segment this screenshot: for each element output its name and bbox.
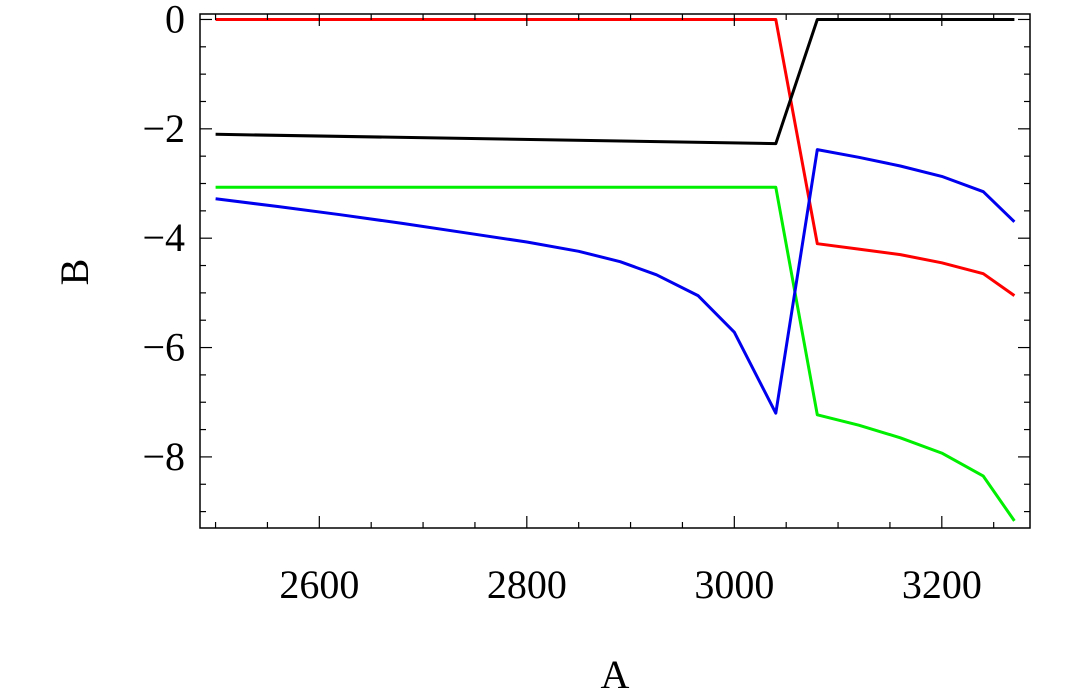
- y-tick-label: 0: [165, 0, 185, 41]
- series-line-3: [215, 185, 1016, 522]
- series-line-4: [215, 148, 1016, 415]
- x-tick-label: 2800: [487, 562, 567, 607]
- ticks-layer: [200, 14, 1030, 528]
- series-line-2: [215, 18, 1015, 146]
- y-axis-title: B: [52, 259, 97, 286]
- y-tick-label: −6: [142, 325, 185, 370]
- plot-frame: [199, 13, 1031, 529]
- series-line-1: [215, 18, 1016, 297]
- x-tick-label: 3000: [694, 562, 774, 607]
- x-tick-label: 3200: [902, 562, 982, 607]
- y-tick-label: −2: [142, 106, 185, 151]
- series-layer: [215, 18, 1016, 522]
- x-axis-title: A: [601, 652, 630, 695]
- labels-layer: 2600 2800 3000 3200 0 −2 −4 −6 −8: [142, 0, 981, 607]
- y-tick-label: −4: [142, 215, 185, 260]
- x-tick-label: 2600: [279, 562, 359, 607]
- y-tick-label: −8: [142, 434, 185, 479]
